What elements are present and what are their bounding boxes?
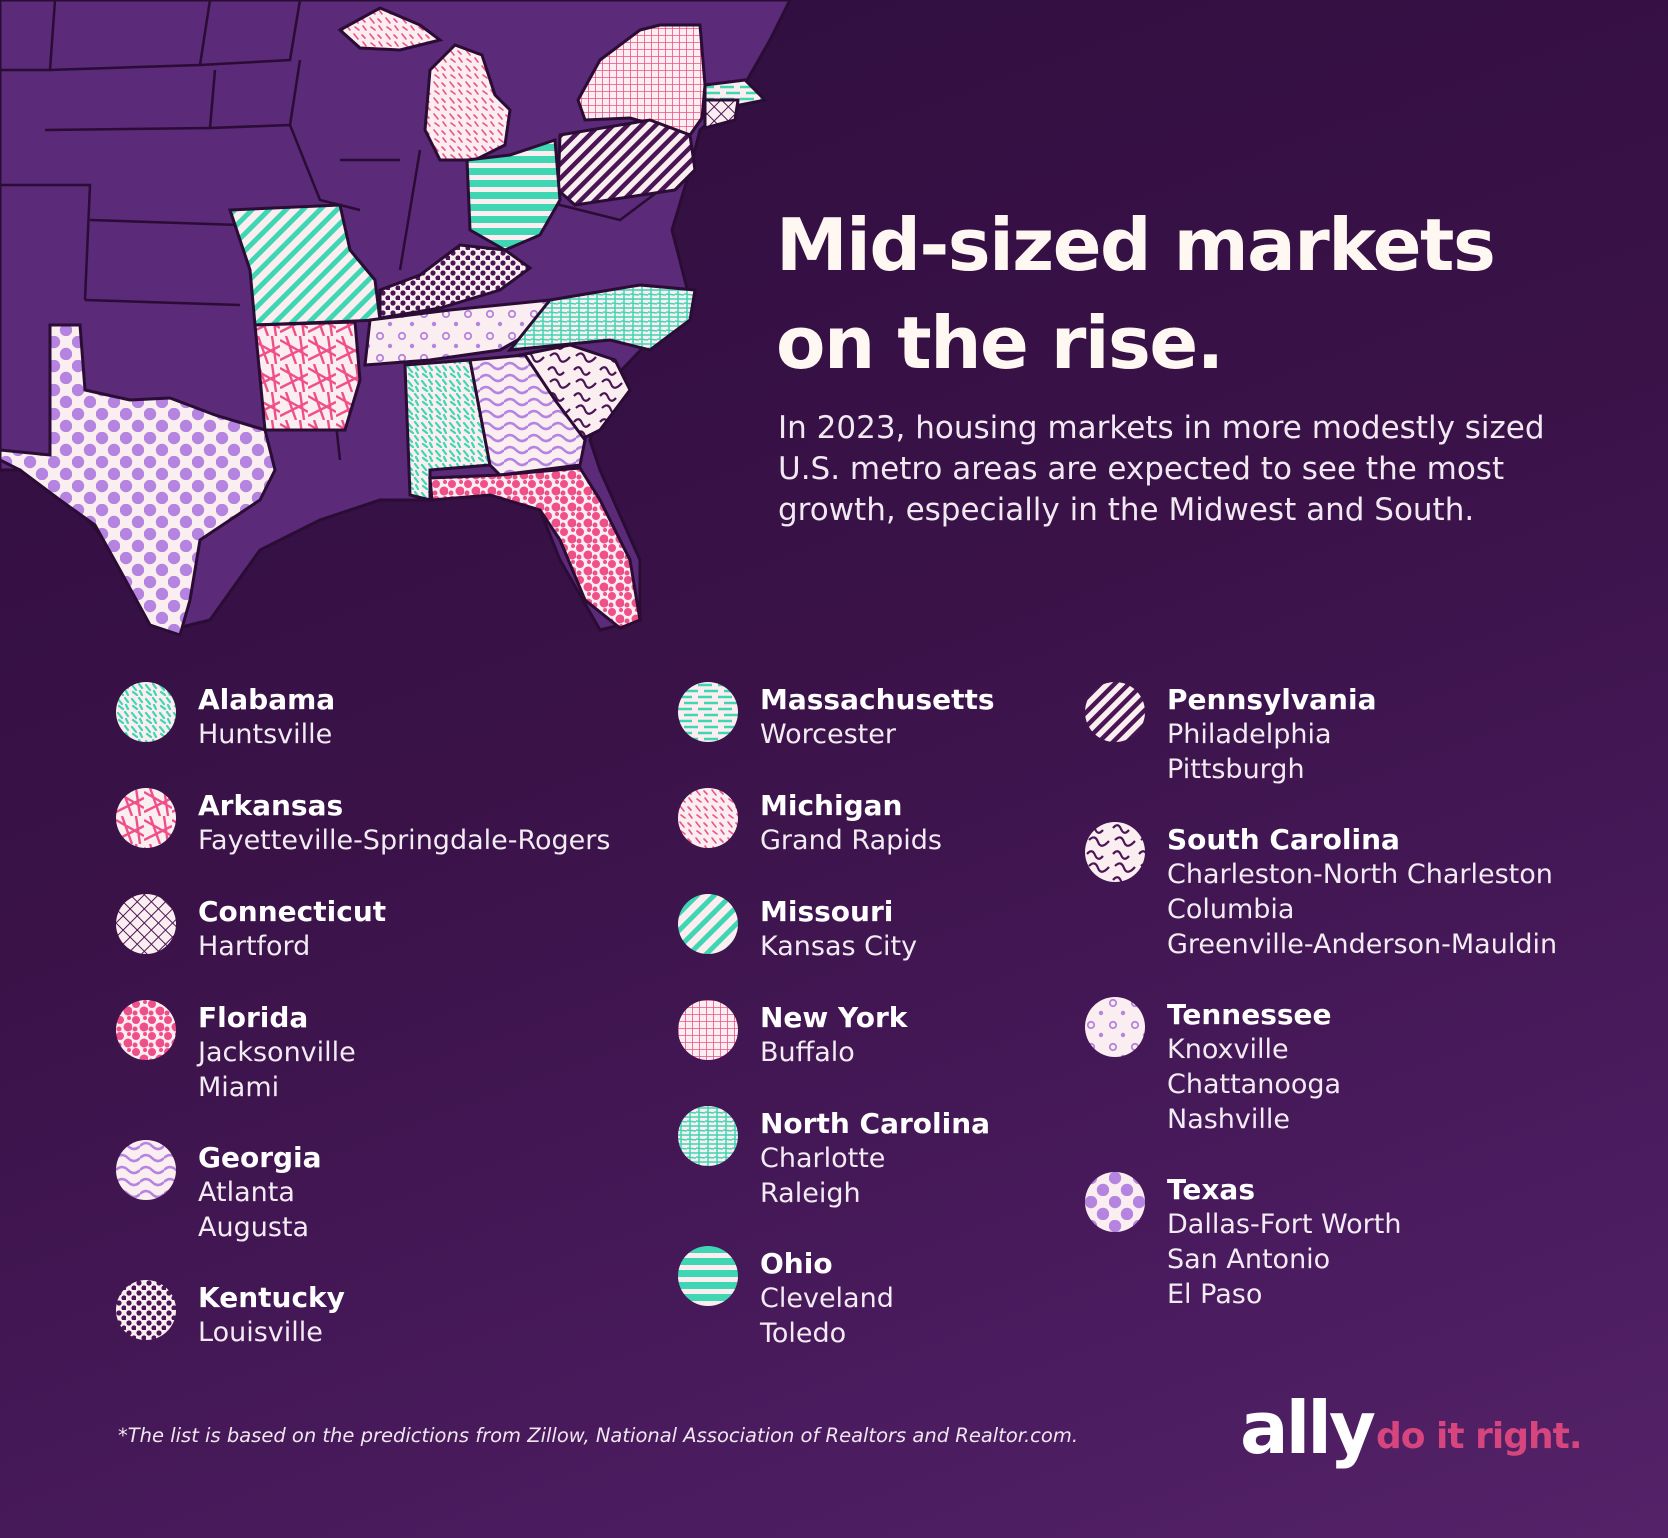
michigan-pattern-icon	[678, 788, 738, 848]
legend-city: Miami	[198, 1072, 280, 1103]
legend-state: Alabama	[198, 683, 336, 716]
map-state-arkansas	[253, 320, 362, 432]
map-state-texas	[0, 323, 277, 637]
kentucky-pattern-icon	[116, 1280, 176, 1340]
map-state-kentucky	[378, 243, 533, 320]
ally-logo: ally	[1240, 1386, 1376, 1470]
legend-city: Huntsville	[198, 719, 333, 750]
source-footnote: *The list is based on the predictions fr…	[118, 1424, 1079, 1447]
legend-item-florida: Florida Jacksonville Miami	[116, 1000, 610, 1140]
missouri-pattern-icon	[678, 894, 738, 954]
texas-pattern-icon	[1085, 1172, 1145, 1232]
brand-tagline: do it right.	[1376, 1416, 1582, 1457]
pennsylvania-pattern-icon	[1085, 682, 1145, 742]
legend-city: Columbia	[1167, 894, 1295, 925]
legend-item-kentucky: Kentucky Louisville	[116, 1280, 610, 1386]
legend-state: South Carolina	[1167, 823, 1400, 856]
connecticut-pattern-icon	[116, 894, 176, 954]
legend-city: Buffalo	[760, 1037, 855, 1068]
georgia-pattern-icon	[116, 1140, 176, 1200]
legend-city: El Paso	[1167, 1279, 1263, 1310]
legend-state: Pennsylvania	[1167, 683, 1377, 716]
legend-city: Grand Rapids	[760, 825, 942, 856]
page-subtitle: In 2023, housing markets in more modestl…	[778, 410, 1545, 528]
legend-column-2: Massachusetts Worcester Michigan Grand R…	[678, 682, 995, 1386]
legend-item-michigan: Michigan Grand Rapids	[678, 788, 995, 894]
alabama-pattern-icon	[116, 682, 176, 742]
legend-city: Fayetteville-Springdale-Rogers	[198, 825, 611, 856]
legend-state: Ohio	[760, 1247, 833, 1280]
map-state-florida	[428, 466, 642, 630]
legend-city: Charlotte	[760, 1143, 886, 1174]
legend-city: Raleigh	[760, 1178, 861, 1209]
south-carolina-pattern-icon	[1085, 822, 1145, 882]
legend-state: Georgia	[198, 1141, 322, 1174]
legend-state: Florida	[198, 1001, 309, 1034]
map-state-michigan	[337, 6, 512, 162]
legend-item-tennessee: Tennessee Knoxville Chattanooga Nashvill…	[1085, 997, 1557, 1172]
arkansas-pattern-icon	[116, 788, 176, 848]
legend-city: Chattanooga	[1167, 1069, 1342, 1100]
legend-state: Kentucky	[198, 1281, 345, 1314]
tennessee-pattern-icon	[1085, 997, 1145, 1057]
massachusetts-pattern-icon	[678, 682, 738, 742]
florida-pattern-icon	[116, 1000, 176, 1060]
legend-city: Greenville-Anderson-Mauldin	[1167, 929, 1558, 960]
legend-state: Connecticut	[198, 895, 387, 928]
legend-city: Charleston-North Charleston	[1167, 859, 1553, 890]
legend-city: San Antonio	[1167, 1244, 1331, 1275]
map-state-missouri	[227, 203, 382, 327]
legend-item-ohio: Ohio Cleveland Toledo	[678, 1246, 995, 1386]
legend-city: Dallas-Fort Worth	[1167, 1209, 1402, 1240]
map-state-new-york	[576, 23, 707, 137]
map-state-ohio	[465, 137, 562, 252]
legend-state: Arkansas	[198, 789, 344, 822]
legend-city: Cleveland	[760, 1283, 894, 1314]
page-title: Mid-sized markets on the rise.	[776, 203, 1496, 385]
legend-city: Hartford	[198, 931, 311, 962]
legend-state: Missouri	[760, 895, 894, 928]
new-york-pattern-icon	[678, 1000, 738, 1060]
legend-state: Michigan	[760, 789, 903, 822]
legend-state: Tennessee	[1167, 998, 1332, 1031]
legend-city: Louisville	[198, 1317, 323, 1348]
legend-state: New York	[760, 1001, 908, 1034]
map-state-connecticut	[703, 98, 740, 130]
map-state-north-carolina	[506, 283, 697, 352]
legend-item-alabama: Alabama Huntsville	[116, 682, 610, 788]
legend-column-3: Pennsylvania Philadelphia Pittsburgh Sou…	[1085, 682, 1557, 1312]
legend-state: North Carolina	[760, 1107, 991, 1140]
legend-item-georgia: Georgia Atlanta Augusta	[116, 1140, 610, 1280]
legend-city: Pittsburgh	[1167, 754, 1305, 785]
legend-city: Atlanta	[198, 1177, 295, 1208]
legend-city: Jacksonville	[198, 1037, 356, 1068]
legend-column-1: Alabama Huntsville Arkansas Fayetteville…	[116, 682, 610, 1386]
legend-city: Nashville	[1167, 1104, 1291, 1135]
legend-item-pennsylvania: Pennsylvania Philadelphia Pittsburgh	[1085, 682, 1557, 822]
legend-city: Worcester	[760, 719, 896, 750]
legend-state: Massachusetts	[760, 683, 995, 716]
legend-item-north-carolina: North Carolina Charlotte Raleigh	[678, 1106, 995, 1246]
legend-city: Augusta	[198, 1212, 310, 1243]
legend-city: Knoxville	[1167, 1034, 1289, 1065]
north-carolina-pattern-icon	[678, 1106, 738, 1166]
map-state-georgia	[468, 353, 587, 477]
legend-item-new-york: New York Buffalo	[678, 1000, 995, 1106]
ohio-pattern-icon	[678, 1246, 738, 1306]
legend-city: Toledo	[760, 1318, 847, 1349]
legend-item-texas: Texas Dallas-Fort Worth San Antonio El P…	[1085, 1172, 1557, 1312]
legend-item-south-carolina: South Carolina Charleston-North Charlest…	[1085, 822, 1557, 997]
legend-city: Kansas City	[760, 931, 918, 962]
legend-city: Philadelphia	[1167, 719, 1332, 750]
legend-state: Texas	[1167, 1173, 1255, 1206]
legend-item-massachusetts: Massachusetts Worcester	[678, 682, 995, 788]
us-eastern-map	[0, 0, 792, 637]
legend-item-missouri: Missouri Kansas City	[678, 894, 995, 1000]
legend-item-connecticut: Connecticut Hartford	[116, 894, 610, 1000]
legend-item-arkansas: Arkansas Fayetteville-Springdale-Rogers	[116, 788, 610, 894]
